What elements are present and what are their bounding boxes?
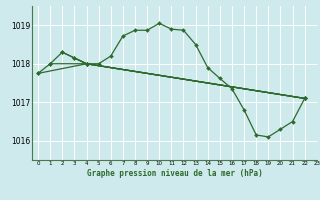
X-axis label: Graphe pression niveau de la mer (hPa): Graphe pression niveau de la mer (hPa) (86, 169, 262, 178)
